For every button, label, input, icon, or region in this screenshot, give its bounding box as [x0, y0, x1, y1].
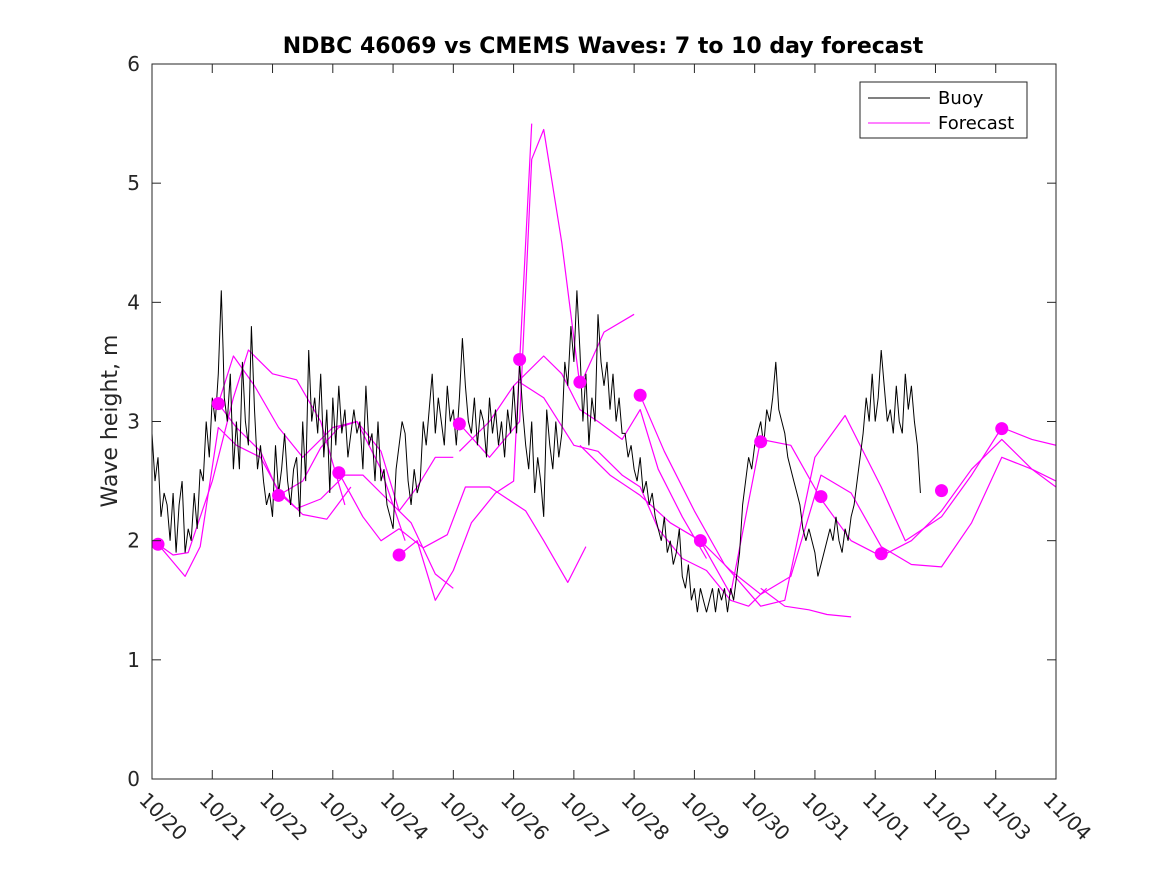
x-tick-label: 10/28: [617, 788, 675, 846]
x-tick-label: 11/01: [858, 788, 916, 846]
x-tick-label: 11/02: [918, 788, 976, 846]
legend-buoy-label: Buoy: [938, 88, 984, 109]
forecast-line: [338, 472, 587, 584]
y-axis: 0 1 2 3 4 5 6: [127, 52, 1056, 791]
forecast-line: [699, 438, 1056, 595]
forecast-start-marker: [874, 547, 888, 561]
y-axis-label: Wave height, m: [98, 335, 123, 508]
buoy-line: [152, 290, 921, 613]
forecast-line: [760, 587, 852, 618]
legend: Buoy Forecast: [859, 81, 1028, 139]
x-tick-label: 10/31: [797, 788, 855, 846]
y-tick-label: 3: [127, 410, 140, 434]
forecast-start-marker: [151, 537, 165, 551]
forecast-line: [157, 426, 352, 578]
forecast-line: [458, 128, 635, 458]
forecast-start-marker: [573, 375, 587, 389]
y-tick-label: 4: [127, 290, 140, 314]
forecast-start-marker: [934, 484, 948, 498]
x-tick-label: 11/03: [978, 788, 1036, 846]
forecast-start-marker: [272, 488, 286, 502]
forecast-start-marker: [392, 548, 406, 562]
x-tick-label: 10/20: [134, 788, 192, 846]
plot-frame: [151, 63, 1057, 780]
forecast-start-marker: [332, 466, 346, 480]
y-tick-label: 1: [127, 648, 140, 672]
chart-title: NDBC 46069 vs CMEMS Waves: 7 to 10 day f…: [283, 34, 924, 59]
y-tick-label: 5: [127, 171, 140, 195]
legend-forecast-label: Forecast: [938, 113, 1014, 134]
x-tick-label: 10/22: [255, 788, 313, 846]
x-axis: 10/20 10/21 10/22 10/23 10/24 10/25 10/26 10/27…: [134, 64, 1096, 845]
series-layer: [152, 123, 1056, 618]
x-tick-label: 10/30: [737, 788, 795, 846]
x-tick-label: 10/27: [556, 788, 614, 846]
forecast-start-marker: [814, 490, 828, 504]
forecast-start-marker: [513, 353, 527, 367]
x-tick-label: 10/25: [436, 788, 494, 846]
forecast-line: [458, 355, 708, 559]
x-tick-label: 10/23: [315, 788, 373, 846]
x-tick-label: 10/24: [376, 788, 434, 846]
forecast-line: [519, 381, 768, 607]
x-tick-label: 11/04: [1038, 788, 1096, 846]
x-tick-label: 10/26: [496, 788, 554, 846]
forecast-start-marker: [633, 388, 647, 402]
forecast-start-marker: [211, 397, 225, 411]
forecast-line: [157, 349, 346, 556]
forecast-start-marker: [995, 422, 1009, 436]
forecast-start-marker: [693, 534, 707, 548]
legend-box: [859, 81, 1028, 139]
y-tick-label: 0: [127, 767, 140, 791]
forecast-line: [579, 444, 1056, 595]
x-tick-label: 10/29: [677, 788, 735, 846]
forecast-start-marker: [754, 435, 768, 449]
forecast-start-marker: [452, 417, 466, 431]
forecast-start-markers: [151, 353, 1009, 562]
forecast-line: [398, 123, 533, 601]
y-tick-label: 6: [127, 52, 140, 76]
forecast-line: [639, 395, 1056, 607]
x-tick-label: 10/21: [195, 788, 253, 846]
y-tick-label: 2: [127, 529, 140, 553]
